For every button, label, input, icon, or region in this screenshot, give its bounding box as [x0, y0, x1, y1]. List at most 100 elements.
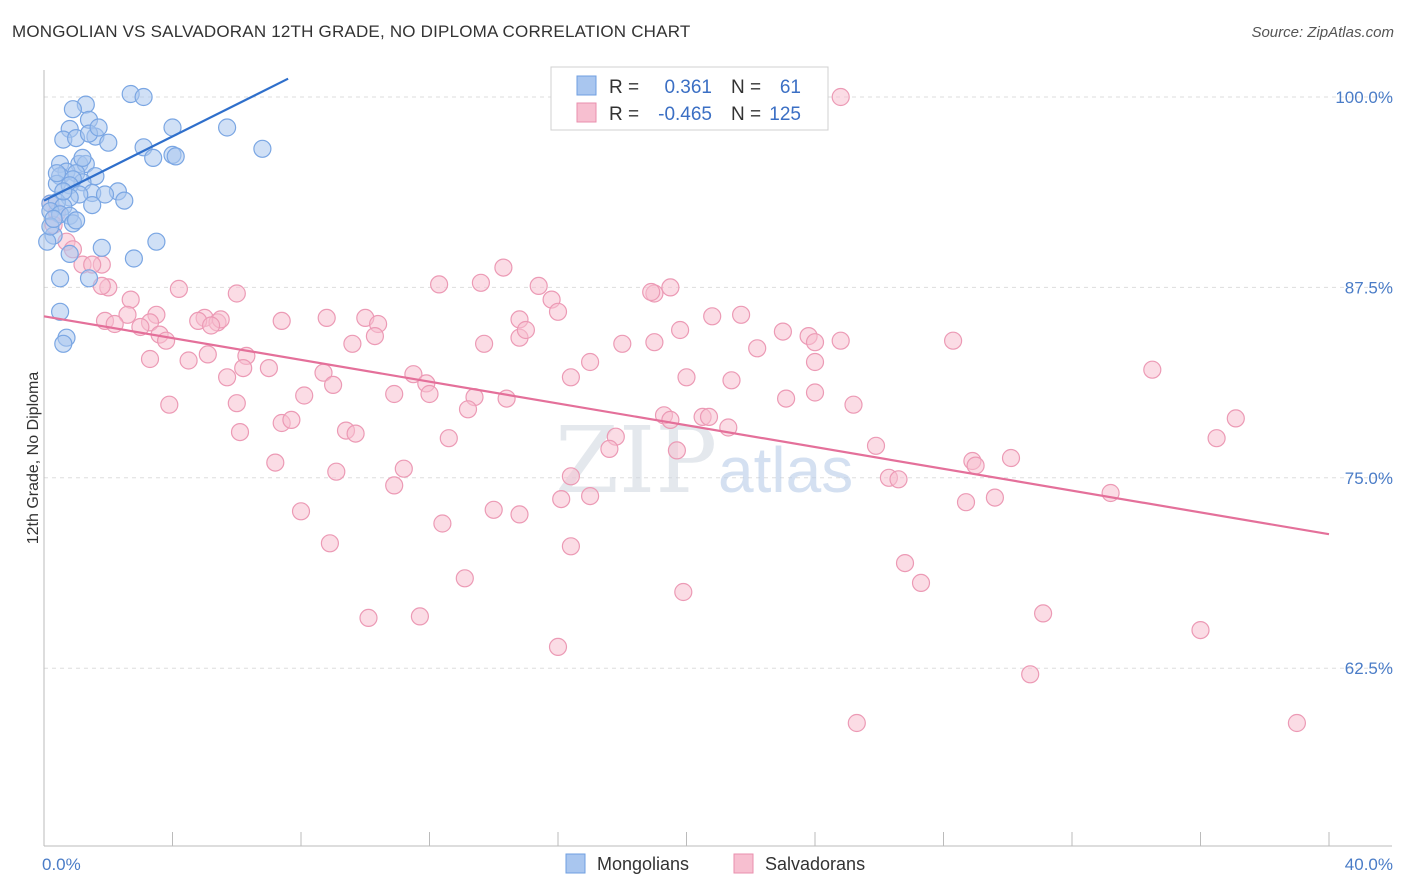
salvadoran-point — [548, 637, 568, 657]
salvadoran-trend-line — [43, 315, 1330, 536]
salvadoran-point — [580, 487, 600, 506]
salvadoran-point — [805, 383, 825, 402]
salvadoran-point — [291, 502, 311, 521]
salvadoran-point — [613, 334, 632, 353]
legend-swatch-salvadorans — [576, 102, 597, 123]
salvadoran-point — [667, 441, 687, 460]
mongolian-point — [115, 191, 134, 210]
salvadoran-point — [943, 331, 963, 350]
legend-n-label-mongolians: N = — [731, 77, 761, 98]
salvadoran-point — [844, 395, 863, 414]
salvadoran-point — [169, 279, 188, 298]
salvadoran-point — [548, 302, 568, 321]
salvadoran-point — [439, 429, 458, 448]
salvadoran-point — [600, 439, 619, 458]
salvadoran-point — [1143, 360, 1162, 379]
salvadoran-point — [320, 534, 339, 553]
salvadoran-point — [911, 573, 931, 593]
x-tick-label-max: 40.0% — [1345, 855, 1393, 874]
y-tick-label: 100.0% — [1335, 88, 1393, 107]
salvadoran-point — [230, 423, 250, 442]
bottom-legend-salvadorans: Salvadorans — [765, 854, 865, 874]
salvadoran-point — [343, 334, 362, 353]
mongolian-point — [54, 334, 73, 353]
legend-r-value-salvadorans: -0.465 — [658, 104, 712, 125]
y-tick-labels: 62.5% 75.0% 87.5% 100.0% — [1335, 88, 1393, 678]
salvadoran-point — [324, 375, 343, 394]
stats-legend: R = 0.361 N = 61 R = -0.465 N = 125 — [550, 66, 829, 131]
salvadoran-point — [433, 514, 452, 533]
x-ticks — [43, 832, 1330, 846]
salvadoran-point — [805, 333, 825, 352]
salvadoran-point — [670, 320, 690, 340]
y-tick-label: 75.0% — [1345, 469, 1393, 488]
legend-n-label-salvadorans: N = — [731, 104, 761, 125]
salvadoran-point — [552, 490, 571, 509]
salvadoran-point — [699, 407, 719, 426]
mongolian-point — [50, 269, 70, 288]
watermark: ZIP atlas — [555, 407, 853, 514]
salvadoran-point — [118, 305, 137, 324]
watermark-zip: ZIP — [555, 407, 717, 514]
salvadoran-point — [346, 424, 365, 443]
salvadoran-point — [266, 453, 285, 472]
salvadoran-point — [561, 467, 581, 486]
mongolian-point — [166, 147, 185, 166]
legend-r-label-salvadorans: R = — [609, 104, 639, 125]
mongolian-point — [89, 118, 108, 137]
salvadoran-point — [295, 386, 314, 405]
mongolian-point — [147, 232, 166, 251]
salvadoran-point — [748, 339, 767, 358]
salvadoran-point — [198, 345, 217, 364]
watermark-atlas: atlas — [718, 434, 853, 506]
salvadoran-point — [773, 322, 793, 341]
salvadoran-point — [1226, 409, 1245, 428]
salvadoran-point — [1033, 604, 1053, 623]
salvadoran-point — [385, 384, 404, 404]
mongolian-point — [92, 238, 111, 257]
salvadoran-point — [494, 258, 513, 277]
salvadoran-point — [1001, 448, 1021, 468]
salvadoran-point — [227, 284, 246, 303]
salvadoran-point — [410, 607, 429, 626]
mongolian-trend-line — [43, 77, 289, 202]
salvadoran-point — [259, 359, 278, 378]
salvadoran-point — [831, 87, 850, 107]
legend-n-value-salvadorans: 125 — [769, 104, 801, 125]
salvadoran-point — [510, 505, 529, 524]
legend-r-label-mongolians: R = — [609, 77, 639, 98]
salvadoran-point — [394, 459, 413, 478]
salvadoran-point — [471, 273, 490, 292]
salvadoran-point — [227, 394, 246, 413]
salvadoran-point — [179, 351, 198, 370]
salvadoran-point — [272, 311, 291, 330]
salvadoran-point — [282, 410, 301, 429]
salvadoran-point — [327, 462, 346, 481]
salvadoran-point — [359, 608, 378, 628]
salvadoran-point — [218, 368, 237, 387]
salvadoran-point — [385, 476, 404, 495]
salvadoran-point — [722, 371, 741, 390]
legend-n-value-mongolians: 61 — [780, 77, 801, 98]
salvadoran-point — [847, 713, 866, 733]
salvadoran-point — [674, 582, 693, 602]
mongolian-point — [79, 269, 99, 288]
salvadoran-point — [157, 331, 176, 350]
salvadoran-point — [1021, 665, 1040, 684]
mongolian-point — [50, 302, 70, 321]
mongolian-point — [99, 133, 118, 152]
salvadoran-point — [455, 569, 474, 588]
mongolian-point — [134, 87, 153, 107]
salvadoran-point — [1207, 429, 1226, 448]
salvadoran-point — [529, 276, 548, 295]
salvadoran-point — [458, 400, 478, 419]
salvadoran-point — [642, 282, 661, 302]
mongolian-point — [83, 196, 102, 215]
salvadoran-point — [420, 384, 439, 404]
salvadoran-point — [831, 331, 850, 350]
bottom-legend-swatch-salvadorans — [733, 853, 754, 874]
mongolian-point — [38, 232, 57, 251]
mongolian-point — [124, 249, 143, 268]
mongolian-point — [218, 118, 237, 137]
